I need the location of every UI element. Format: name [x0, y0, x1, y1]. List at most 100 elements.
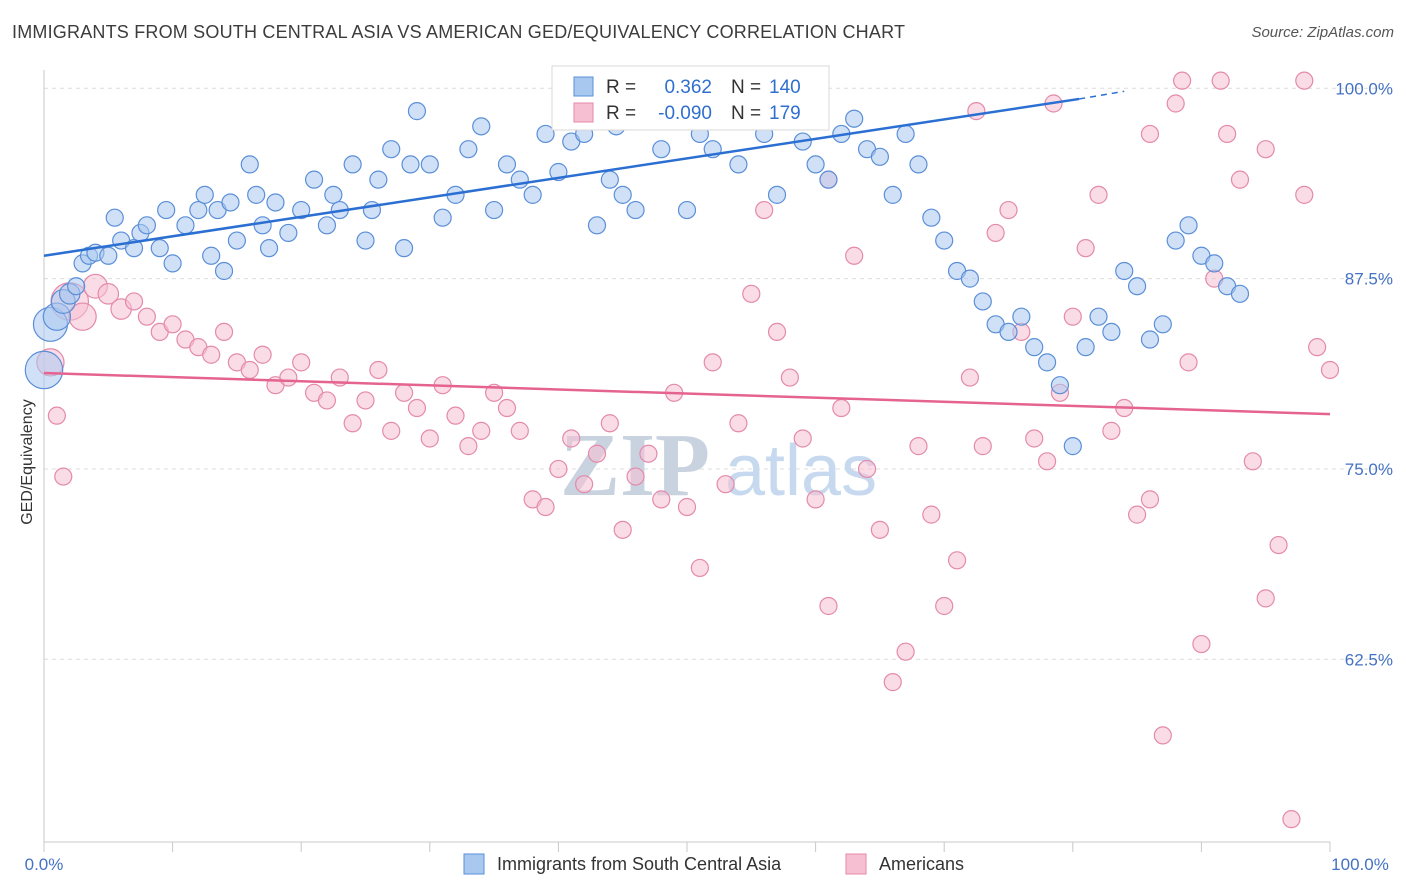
americans-point-34 — [459, 437, 478, 456]
americans-point-81 — [1063, 307, 1082, 326]
americans-point-75 — [986, 223, 1005, 243]
americans-point-56 — [742, 284, 761, 303]
chart-source: Source: ZipAtlas.com — [1251, 24, 1394, 41]
immigrants-point-18 — [176, 216, 195, 235]
legend-box: R = 0.362 N = 140 R = -0.090 N = 179 — [551, 65, 830, 131]
immigrants-point-83 — [896, 124, 915, 144]
americans-point-78 — [1025, 429, 1044, 448]
americans-point-100 — [1308, 338, 1327, 357]
americans-point-9 — [137, 307, 156, 326]
immigrants-point-62 — [626, 200, 645, 220]
immigrants-point-100 — [1115, 261, 1134, 281]
bottom-legend-label-blue: Immigrants from South Central Asia — [497, 854, 782, 874]
y-tick-label-2: 87.5% — [1345, 270, 1393, 289]
immigrants-point-30 — [266, 193, 285, 212]
immigrants-point-82 — [883, 185, 902, 204]
immigrants-point-104 — [1166, 231, 1185, 250]
americans-point-64 — [845, 246, 864, 265]
immigrants-point-40 — [369, 170, 388, 189]
immigrants-point-15 — [150, 239, 169, 258]
americans-point-48 — [639, 444, 658, 463]
immigrants-point-73 — [767, 185, 787, 204]
americans-point-47 — [626, 467, 645, 486]
immigrants-point-64 — [652, 140, 671, 159]
immigrants-point-32 — [292, 200, 311, 220]
immigrants-point-25 — [227, 231, 246, 250]
x-tick-labels: 0.0% 100.0% — [25, 855, 1389, 874]
immigrants-point-28 — [253, 216, 272, 235]
immigrants-point-79 — [845, 109, 864, 128]
immigrants-point-21 — [202, 246, 221, 265]
americans-point-106 — [1140, 124, 1160, 144]
chart-title: IMMIGRANTS FROM SOUTH CENTRAL ASIA VS AM… — [12, 22, 906, 42]
immigrants-point-38 — [356, 231, 375, 250]
bottom-legend: Immigrants from South Central Asia Ameri… — [463, 853, 964, 875]
legend-swatch-blue — [573, 76, 594, 97]
legend-r-value-blue: 0.362 — [664, 77, 712, 98]
immigrants-point-99 — [1102, 322, 1121, 342]
immigrants-point-58 — [587, 216, 607, 235]
immigrants-point-49 — [472, 117, 491, 136]
americans-point-71 — [935, 596, 954, 616]
americans-point-6 — [97, 283, 120, 305]
americans-point-26 — [356, 391, 375, 410]
americans-point-57 — [755, 200, 774, 220]
immigrants-point-85 — [922, 208, 941, 227]
immigrants-point-45 — [420, 155, 439, 174]
americans-point-54 — [716, 475, 735, 494]
immigrants-point-35 — [324, 185, 343, 204]
trend-lines — [43, 90, 1331, 416]
immigrants-point-93 — [1025, 338, 1044, 357]
americans-point-33 — [446, 406, 465, 425]
americans-point-27 — [369, 360, 388, 380]
immigrants-point-37 — [343, 155, 362, 174]
americans-point-70 — [922, 505, 941, 524]
legend-n-value-blue: 140 — [769, 77, 801, 98]
immigrants-point-46 — [433, 208, 452, 227]
americans-point-44 — [587, 444, 607, 463]
immigrants-point-0 — [24, 350, 64, 390]
immigrants-point-27 — [247, 185, 266, 204]
americans-point-84 — [1102, 421, 1121, 440]
x-tick-label-min: 0.0% — [25, 855, 64, 874]
immigrants-point-53 — [523, 185, 542, 204]
immigrants-point-50 — [485, 200, 504, 220]
immigrants-point-109 — [1230, 284, 1250, 303]
americans-point-51 — [677, 497, 697, 517]
americans-point-62 — [819, 596, 838, 616]
bottom-legend-swatch-blue — [463, 853, 485, 875]
immigrants-point-17 — [163, 254, 182, 273]
immigrants-point-84 — [909, 155, 928, 174]
americans-point-18 — [253, 345, 272, 364]
immigrants-point-89 — [973, 292, 992, 311]
americans-point-17 — [240, 360, 259, 380]
americans-point-99 — [1295, 71, 1314, 90]
americans-point-38 — [510, 421, 529, 440]
immigrants-point-92 — [1012, 307, 1031, 326]
americans-point-20 — [279, 368, 298, 387]
americans-point-88 — [1153, 726, 1172, 745]
americans-point-72 — [947, 551, 967, 570]
immigrants-point-5 — [67, 277, 86, 296]
immigrants-point-86 — [935, 231, 954, 250]
immigrants-point-103 — [1153, 315, 1172, 334]
americans-point-89 — [1166, 94, 1185, 113]
trend-line-americans — [43, 371, 1331, 416]
americans-point-45 — [600, 414, 619, 433]
americans-point-58 — [767, 322, 787, 342]
legend-n-value-pink: 179 — [769, 103, 801, 124]
americans-point-98 — [1282, 810, 1301, 829]
americans-point-60 — [793, 429, 812, 448]
y-tick-label-0: 62.5% — [1345, 650, 1393, 669]
bottom-legend-label-pink: Americans — [879, 854, 964, 874]
immigrants-point-14 — [137, 216, 156, 235]
americans-point-66 — [870, 520, 890, 539]
americans-point-94 — [1230, 170, 1250, 189]
americans-point-52 — [690, 558, 709, 578]
americans-point-91 — [1192, 634, 1211, 654]
americans-point-90 — [1179, 353, 1198, 372]
immigrants-point-95 — [1050, 376, 1070, 395]
immigrants-point-61 — [613, 185, 632, 204]
immigrants-point-59 — [600, 170, 619, 189]
americans-point-11 — [163, 315, 182, 334]
